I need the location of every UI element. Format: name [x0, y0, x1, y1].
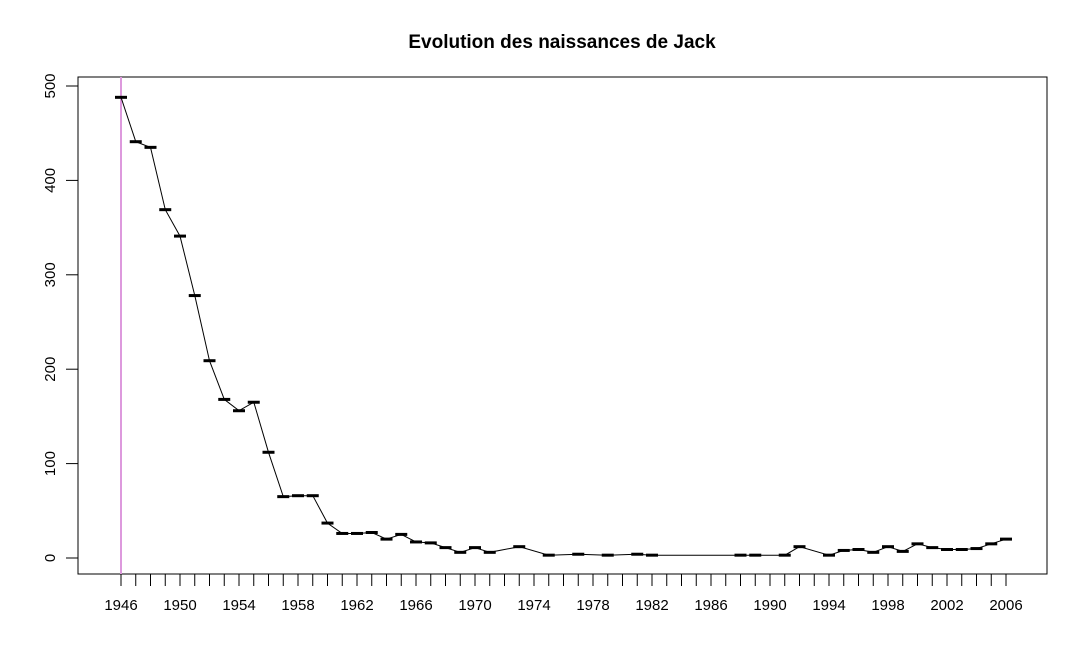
y-tick-label: 500	[42, 73, 59, 98]
x-tick-label: 1986	[694, 597, 727, 614]
x-tick-label: 1982	[635, 597, 668, 614]
x-tick-label: 1962	[340, 597, 373, 614]
y-tick-label: 400	[42, 168, 59, 193]
x-tick-label: 1970	[458, 597, 491, 614]
x-axis: 1946 1950 1954 1958 1962 1966 1970 1974 1978 1982…	[104, 574, 1023, 614]
x-tick-label: 1978	[576, 597, 609, 614]
chart-title: Evolution des naissances de Jack	[408, 32, 716, 53]
y-tick-label: 100	[42, 451, 59, 476]
x-tick-label: 1946	[104, 597, 137, 614]
series-line	[120, 97, 1007, 556]
y-tick-label: 200	[42, 357, 59, 382]
y-tick-label: 300	[42, 262, 59, 287]
plot-frame	[77, 76, 1048, 575]
x-tick-label: 2002	[930, 597, 963, 614]
x-tick-label: 1990	[753, 597, 786, 614]
x-tick-label: 1950	[163, 597, 196, 614]
x-tick-label: 1994	[812, 597, 845, 614]
y-tick-label: 0	[42, 554, 59, 562]
x-tick-label: 1954	[222, 597, 255, 614]
x-tick-label: 1958	[281, 597, 314, 614]
x-tick-label: 1966	[399, 597, 432, 614]
x-tick-label: 1998	[871, 597, 904, 614]
series-layer	[115, 95, 1012, 557]
x-tick-label: 1974	[517, 597, 550, 614]
x-tick-label: 2006	[989, 597, 1022, 614]
y-axis: 0 100 200 300 400 500	[42, 73, 78, 562]
